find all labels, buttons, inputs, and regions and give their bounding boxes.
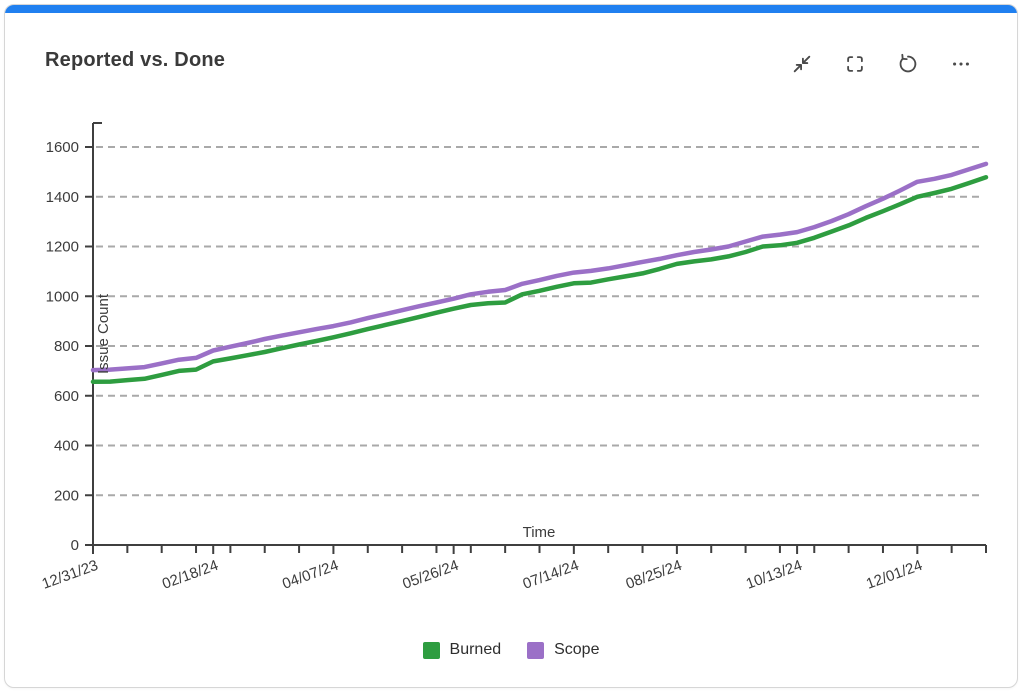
legend-item-burned[interactable]: Burned [422, 641, 502, 659]
svg-text:400: 400 [54, 438, 79, 455]
report-card: Reported vs. Done [4, 4, 1018, 688]
svg-text:07/14/24: 07/14/24 [521, 557, 582, 593]
ellipsis-icon [953, 62, 969, 66]
card-accent-bar [5, 5, 1017, 13]
page-title: Reported vs. Done [45, 49, 226, 71]
chart-legend: Burned Scope [5, 641, 1017, 659]
svg-text:12/01/24: 12/01/24 [864, 557, 925, 593]
legend-item-scope[interactable]: Scope [527, 641, 599, 659]
burned-swatch-icon [422, 641, 440, 659]
more-options-button[interactable] [949, 52, 973, 76]
svg-text:04/07/24: 04/07/24 [280, 557, 341, 593]
gridlines [96, 146, 983, 497]
svg-text:10/13/24: 10/13/24 [744, 557, 805, 593]
svg-text:1000: 1000 [46, 288, 79, 305]
collapse-button[interactable] [790, 52, 814, 76]
collapse-arrows-icon [793, 55, 811, 73]
axes [85, 122, 987, 554]
svg-text:200: 200 [54, 487, 79, 504]
svg-text:1400: 1400 [46, 189, 79, 206]
legend-label-burned: Burned [449, 641, 502, 658]
tick-labels: 0 200 400 600 800 1000 1200 1400 1600 12/31/23 02/… [40, 139, 925, 593]
y-axis-title: Issue Count [95, 293, 112, 374]
line-chart[interactable]: 0 200 400 600 800 1000 1200 1400 1600 12/31/23 02/… [5, 5, 1018, 688]
card-toolbar [790, 52, 973, 76]
svg-text:02/18/24: 02/18/24 [160, 557, 221, 593]
svg-text:600: 600 [54, 388, 79, 405]
svg-text:0: 0 [71, 537, 79, 554]
legend-label-scope: Scope [554, 641, 600, 658]
svg-text:1200: 1200 [46, 239, 79, 256]
reset-button[interactable] [896, 52, 920, 76]
scope-swatch-icon [527, 641, 545, 659]
fullscreen-brackets-icon [847, 56, 863, 72]
svg-text:12/31/23: 12/31/23 [40, 557, 101, 593]
svg-text:08/25/24: 08/25/24 [624, 557, 685, 593]
series-lines [90, 161, 989, 385]
reset-circular-arrow-icon [899, 53, 917, 73]
svg-text:1600: 1600 [46, 139, 79, 156]
svg-text:800: 800 [54, 338, 79, 355]
fullscreen-button[interactable] [843, 52, 867, 76]
svg-text:05/26/24: 05/26/24 [400, 557, 461, 593]
x-axis-title: Time [523, 524, 556, 541]
